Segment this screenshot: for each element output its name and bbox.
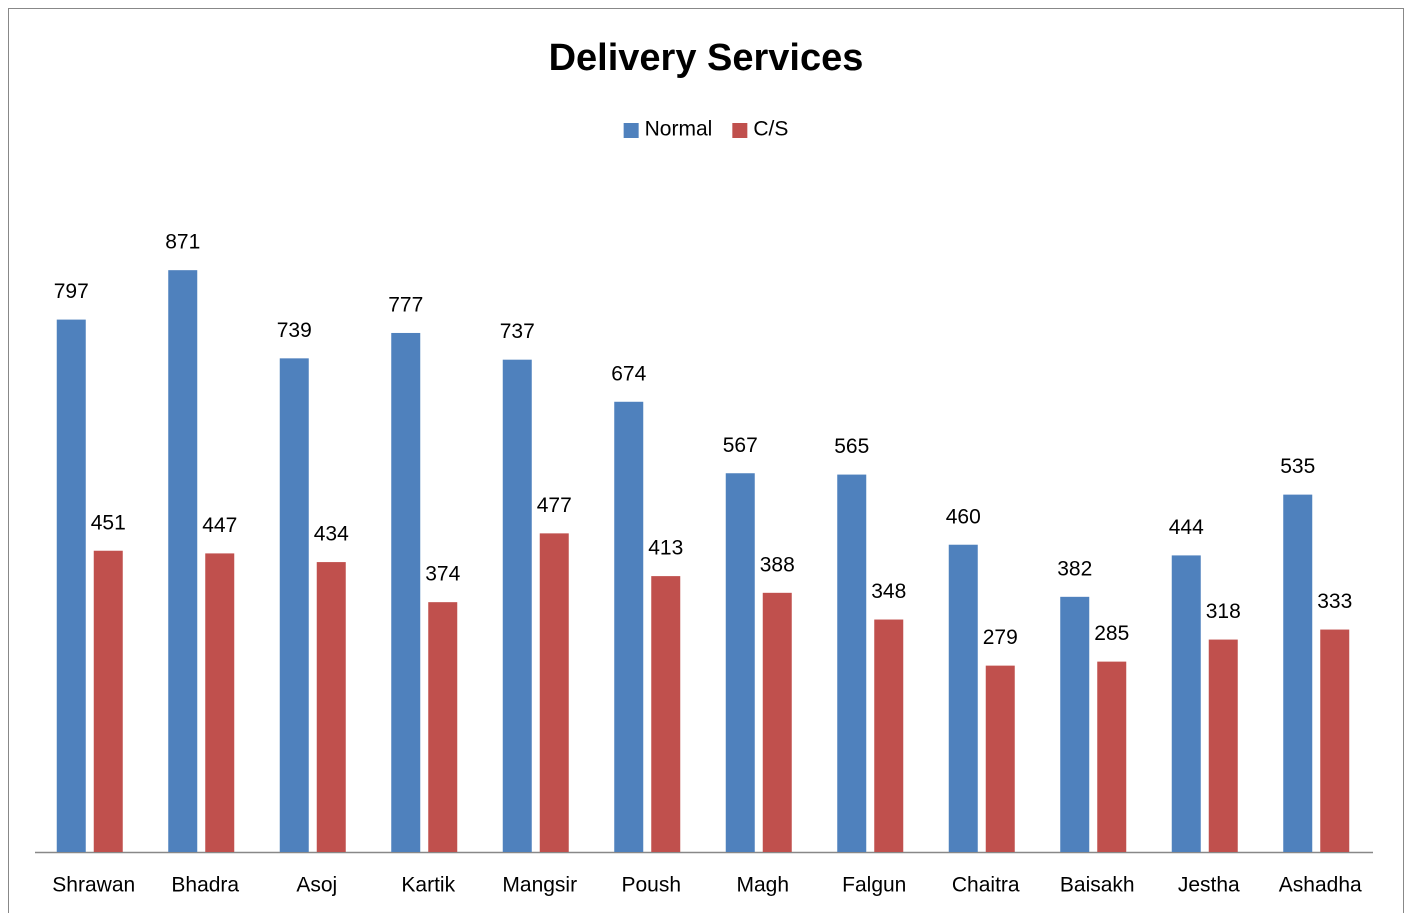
chart-title: Delivery Services <box>549 37 864 79</box>
x-tick-label: Baisakh <box>1060 874 1135 897</box>
bar <box>614 401 644 852</box>
data-label: 447 <box>202 514 237 537</box>
bar <box>1171 555 1201 852</box>
bar <box>985 665 1015 852</box>
bar <box>279 358 309 852</box>
x-tick-label: Falgun <box>842 874 906 897</box>
bar <box>1208 639 1238 852</box>
x-tick-label: Shrawan <box>52 874 135 897</box>
x-tick-label: Chaitra <box>952 874 1020 897</box>
chart-frame <box>8 8 1404 913</box>
data-label: 674 <box>611 362 646 385</box>
bar <box>539 533 569 852</box>
data-label: 451 <box>91 511 126 534</box>
data-label: 567 <box>723 434 758 457</box>
data-label: 797 <box>54 280 89 303</box>
bar <box>725 473 755 852</box>
x-tick-label: Asoj <box>296 874 337 897</box>
bar <box>428 602 458 852</box>
data-label: 739 <box>277 319 312 342</box>
data-label: 333 <box>1317 590 1352 613</box>
bar <box>168 270 198 852</box>
bar <box>651 576 681 852</box>
data-label: 279 <box>983 626 1018 649</box>
bar <box>502 359 532 852</box>
data-label: 444 <box>1169 516 1204 539</box>
bar <box>1320 629 1350 852</box>
bar <box>1283 494 1313 852</box>
legend-swatch <box>732 123 748 138</box>
x-tick-label: Magh <box>736 874 789 897</box>
data-label: 388 <box>760 553 795 576</box>
bar <box>874 619 904 852</box>
bar <box>1097 661 1127 852</box>
bar <box>205 553 235 852</box>
bar <box>762 592 792 852</box>
bar <box>948 544 978 852</box>
x-tick-label: Bhadra <box>171 874 239 897</box>
data-label: 871 <box>165 231 200 254</box>
bar <box>391 332 421 852</box>
data-label: 374 <box>425 563 460 586</box>
data-label: 318 <box>1206 600 1241 623</box>
legend-label: C/S <box>753 118 788 141</box>
x-tick-label: Kartik <box>401 874 455 897</box>
data-label: 777 <box>388 294 423 317</box>
x-tick-label: Mangsir <box>502 874 577 897</box>
bar <box>1060 596 1090 852</box>
bar <box>837 474 867 852</box>
x-tick-label: Poush <box>621 874 681 897</box>
data-label: 737 <box>500 320 535 343</box>
legend-swatch <box>623 123 639 138</box>
data-label: 285 <box>1094 622 1129 645</box>
data-label: 565 <box>834 435 869 458</box>
bar <box>316 562 346 852</box>
data-label: 434 <box>314 523 349 546</box>
data-label: 382 <box>1057 557 1092 580</box>
data-label: 535 <box>1280 455 1315 478</box>
data-label: 348 <box>871 580 906 603</box>
x-tick-label: Jestha <box>1178 874 1240 897</box>
bar <box>56 319 86 852</box>
legend-label: Normal <box>645 118 713 141</box>
data-label: 413 <box>648 537 683 560</box>
bar <box>93 550 123 852</box>
data-label: 460 <box>946 505 981 528</box>
x-tick-label: Ashadha <box>1279 874 1362 897</box>
data-label: 477 <box>537 494 572 517</box>
